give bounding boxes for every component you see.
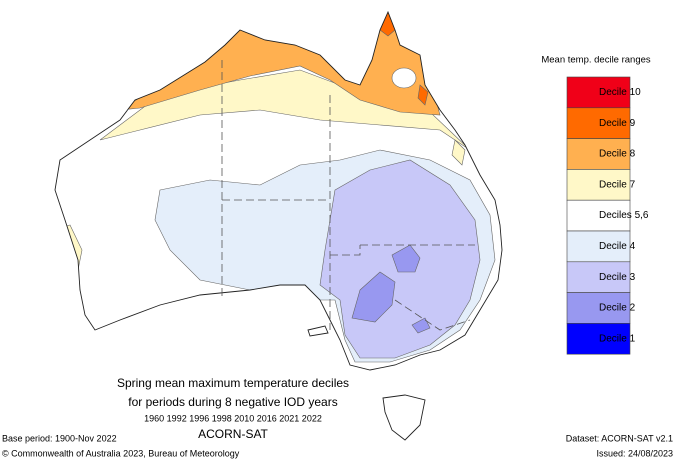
region-decile-5-6-north [391,67,417,89]
base-period: Base period: 1900-Nov 2022 [2,433,117,443]
legend-label: Decile 7 [599,179,636,190]
caption: Spring mean maximum temperature deciles … [117,376,349,441]
dataset: Dataset: ACORN-SAT v2.1 [566,433,673,443]
legend-label: Decile 8 [599,149,636,160]
legend: Mean temp. decile ranges Decile 10 Decile… [541,55,651,355]
coastline [54,10,503,371]
legend-swatch [566,292,631,324]
legend-swatch [566,199,631,232]
issued: Issued: 24/08/2023 [596,448,673,458]
tasmania [382,394,426,441]
state-borders [221,60,475,331]
legend-label: Decile 1 [599,333,636,344]
legend-label: Decile 4 [599,241,636,252]
legend-label: Decile 10 [599,87,641,98]
legend-swatch [566,76,631,109]
caption-line: for periods during 8 negative IOD years [128,395,337,409]
footer: Base period: 1900-Nov 2022 © Commonwealt… [2,433,673,458]
region-decile-2 [351,244,431,334]
kangaroo-island [307,325,329,337]
legend-label: Decile 9 [599,118,636,129]
copyright: © Commonwealth of Australia 2023, Bureau… [2,448,240,458]
legend-swatch [566,261,631,293]
legend-label: Decile 3 [599,272,636,283]
caption-line: ACORN-SAT [198,427,268,441]
caption-line: Spring mean maximum temperature deciles [117,376,349,390]
legend-swatch [566,169,631,201]
caption-years: 1960 1992 1996 1998 2010 2016 2021 2022 [144,413,322,423]
legend-title: Mean temp. decile ranges [541,55,651,66]
legend-label: Decile 2 [599,303,636,314]
legend-label: Deciles 5,6 [599,210,649,221]
legend-swatch [566,230,631,263]
legend-swatch [566,323,631,355]
